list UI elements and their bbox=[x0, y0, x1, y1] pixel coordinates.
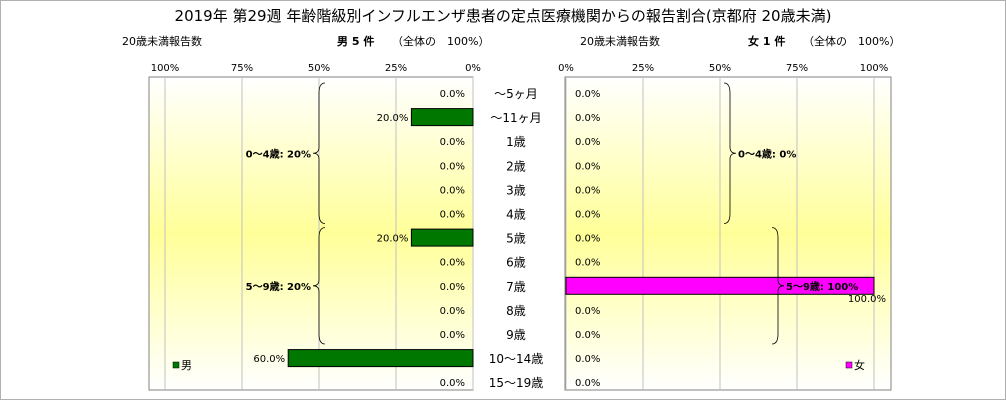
female-data-label: 0.0% bbox=[575, 137, 600, 148]
female-tick-label: 25% bbox=[632, 63, 654, 74]
female-tick-label: 75% bbox=[786, 63, 808, 74]
female-data-label: 100.0% bbox=[848, 294, 886, 305]
male-data-label: 0.0% bbox=[440, 330, 465, 341]
male-data-label: 20.0% bbox=[377, 234, 409, 245]
male-group-brace bbox=[312, 82, 326, 224]
male-data-labels: 0.0% 20.0% 0.0% 0.0% 0.0% 0.0% 20.0% 0.0% 0.0% 0.… bbox=[253, 89, 465, 389]
female-data-labels: 0.0% 0.0% 0.0% 0.0% 0.0% 0.0% 0.0% 0.0% 100.0% 0.… bbox=[575, 89, 886, 389]
male-bar bbox=[287, 349, 474, 368]
age-category-label: 5歳 bbox=[506, 232, 526, 246]
male-header-total: （全体の 100%） bbox=[392, 34, 489, 48]
male-tick-label: 75% bbox=[231, 63, 253, 74]
male-data-label: 0.0% bbox=[440, 161, 465, 172]
female-data-label: 0.0% bbox=[575, 185, 600, 196]
age-category-labels: 〜5ヶ月〜11ヶ月 1歳 2歳 3歳 4歳 5歳 6歳 7歳 8歳 9歳 10〜14歳 15〜19歳 bbox=[489, 87, 544, 390]
female-header-label: 20歳未満報告数 bbox=[580, 35, 660, 48]
female-grid bbox=[565, 77, 875, 390]
female-header-count: 女 1 件 bbox=[748, 34, 785, 48]
age-category-label: 10〜14歳 bbox=[489, 352, 544, 366]
female-data-label: 0.0% bbox=[575, 354, 600, 365]
male-data-label: 0.0% bbox=[440, 210, 465, 221]
male-data-label: 0.0% bbox=[440, 185, 465, 196]
male-tick-label: 0% bbox=[465, 63, 481, 74]
female-legend-swatch bbox=[845, 361, 853, 369]
female-legend-label: 女 bbox=[854, 358, 865, 372]
male-data-label: 0.0% bbox=[440, 89, 465, 100]
female-data-label: 0.0% bbox=[575, 234, 600, 245]
female-data-label: 0.0% bbox=[575, 210, 600, 221]
female-data-label: 0.0% bbox=[575, 258, 600, 269]
male-tick-label: 100% bbox=[151, 63, 180, 74]
male-tick-label: 50% bbox=[308, 63, 330, 74]
age-category-label: 8歳 bbox=[506, 304, 526, 318]
male-group-label: 5〜9歳: 20% bbox=[246, 280, 311, 293]
female-group-brace bbox=[771, 227, 785, 345]
age-category-label: 7歳 bbox=[506, 280, 526, 294]
female-tick-labels: 0% 25% 50% 75% 100% bbox=[558, 63, 888, 74]
female-tick-label: 0% bbox=[558, 63, 574, 74]
female-data-label: 0.0% bbox=[575, 306, 600, 317]
female-tick-label: 50% bbox=[709, 63, 731, 74]
female-data-label: 0.0% bbox=[575, 89, 600, 100]
male-legend-swatch bbox=[172, 361, 180, 369]
male-group-braces: 0〜4歳: 20% 5〜9歳: 20% bbox=[246, 82, 326, 345]
chart-title: 2019年 第29週 年齢階級別インフルエンザ患者の定点医療機関からの報告割合(… bbox=[175, 7, 832, 25]
age-category-label: 〜11ヶ月 bbox=[490, 111, 541, 125]
male-bar bbox=[410, 228, 474, 247]
age-category-label: 4歳 bbox=[506, 208, 526, 222]
male-header-label: 20歳未満報告数 bbox=[122, 35, 202, 48]
female-plot-area bbox=[564, 76, 892, 391]
female-data-label: 0.0% bbox=[575, 330, 600, 341]
male-tick-labels: 100% 75% 50% 25% 0% bbox=[151, 63, 481, 74]
female-group-label: 0〜4歳: 0% bbox=[738, 147, 796, 160]
male-tick-label: 25% bbox=[385, 63, 407, 74]
age-category-label: 15〜19歳 bbox=[489, 376, 544, 390]
age-category-label: 2歳 bbox=[506, 159, 526, 173]
female-data-label: 0.0% bbox=[575, 113, 600, 124]
age-category-label: 6歳 bbox=[506, 256, 526, 270]
age-category-label: 9歳 bbox=[506, 328, 526, 342]
male-group-brace bbox=[312, 227, 326, 345]
male-data-label: 60.0% bbox=[253, 354, 285, 365]
female-group-label: 5〜9歳: 100% bbox=[786, 280, 858, 293]
female-data-label: 0.0% bbox=[575, 378, 600, 389]
female-group-brace bbox=[723, 82, 737, 224]
female-tick-label: 100% bbox=[860, 63, 889, 74]
male-data-label: 0.0% bbox=[440, 137, 465, 148]
female-header-total: （全体の 100%） bbox=[803, 34, 900, 48]
female-group-braces: 0〜4歳: 0% 5〜9歳: 100% bbox=[723, 82, 858, 345]
male-bars bbox=[287, 108, 474, 368]
male-data-label: 0.0% bbox=[440, 306, 465, 317]
male-data-label: 0.0% bbox=[440, 378, 465, 389]
male-data-label: 0.0% bbox=[440, 258, 465, 269]
male-data-label: 0.0% bbox=[440, 282, 465, 293]
female-bars bbox=[565, 276, 875, 295]
female-data-label: 0.0% bbox=[575, 161, 600, 172]
male-bar bbox=[410, 108, 474, 127]
age-category-label: 3歳 bbox=[506, 183, 526, 197]
male-group-label: 0〜4歳: 20% bbox=[246, 147, 311, 160]
age-category-label: 〜5ヶ月 bbox=[494, 87, 538, 101]
female-bar bbox=[565, 276, 875, 295]
male-header-count: 男 5 件 bbox=[337, 34, 374, 48]
age-category-label: 1歳 bbox=[506, 135, 526, 149]
male-legend-label: 男 bbox=[181, 359, 192, 372]
male-data-label: 20.0% bbox=[377, 113, 409, 124]
